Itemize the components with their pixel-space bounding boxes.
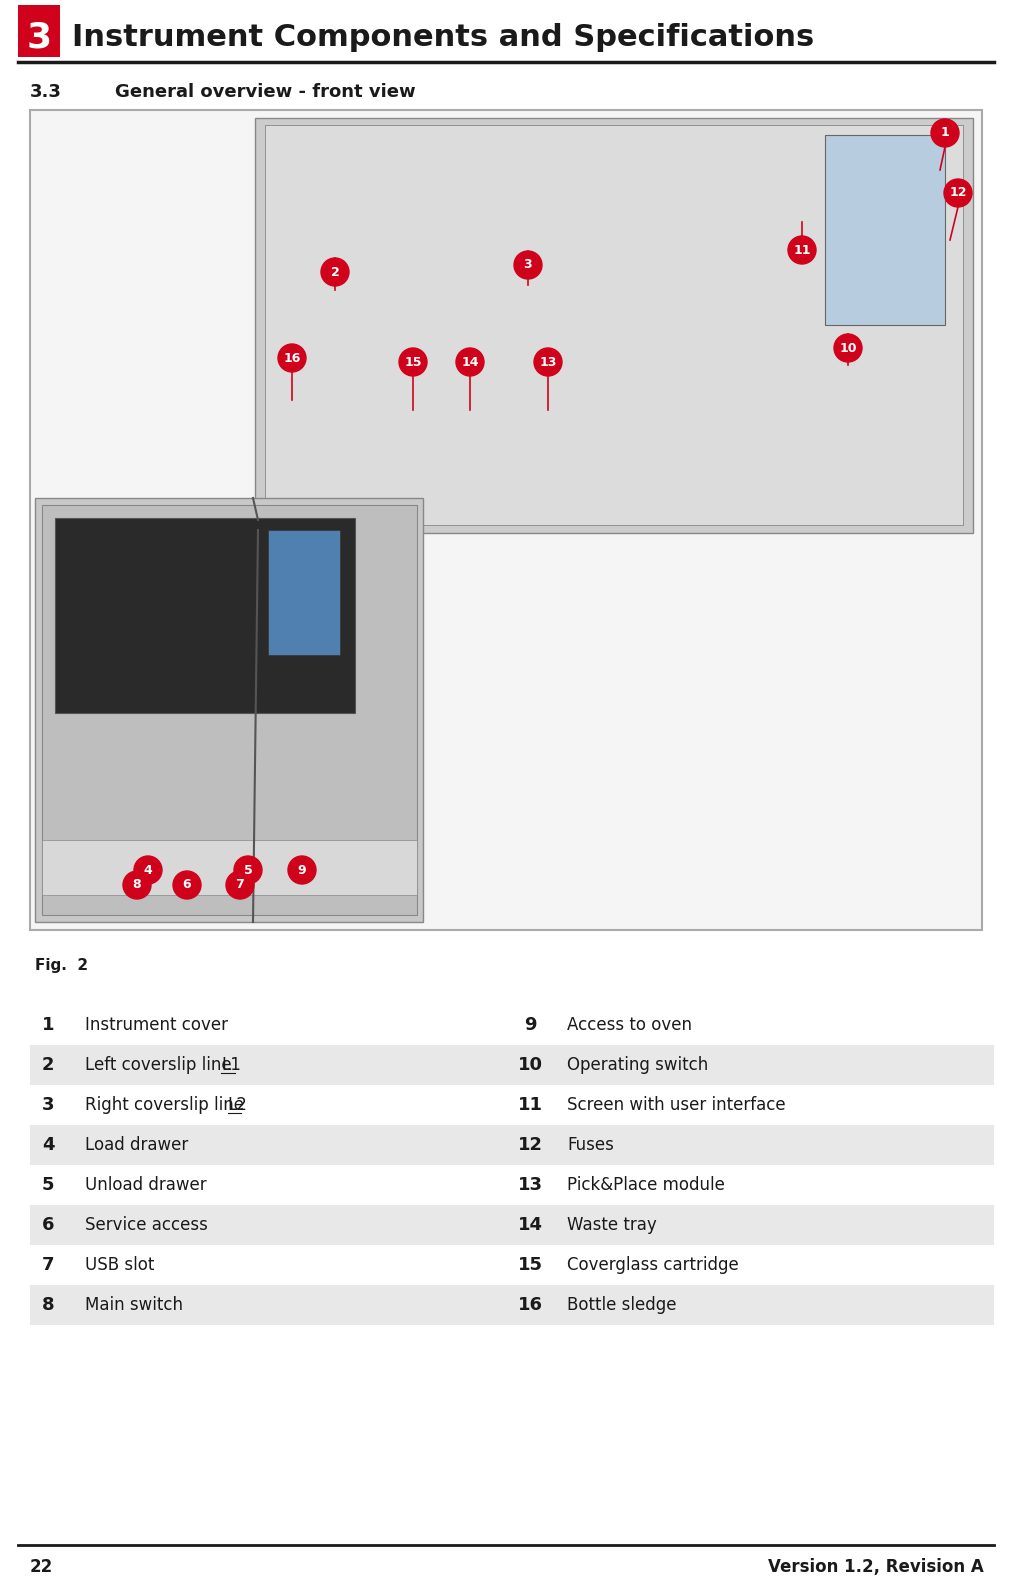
FancyBboxPatch shape bbox=[265, 124, 962, 525]
Text: 5: 5 bbox=[41, 1176, 55, 1195]
FancyBboxPatch shape bbox=[55, 518, 355, 713]
FancyBboxPatch shape bbox=[18, 5, 60, 57]
Circle shape bbox=[320, 258, 349, 286]
Text: 9: 9 bbox=[297, 863, 306, 877]
Text: 7: 7 bbox=[236, 879, 244, 892]
Text: Instrument cover: Instrument cover bbox=[85, 1016, 227, 1034]
Text: 11: 11 bbox=[793, 244, 810, 257]
FancyBboxPatch shape bbox=[30, 110, 981, 930]
Text: 8: 8 bbox=[132, 879, 142, 892]
FancyBboxPatch shape bbox=[512, 1124, 993, 1164]
Circle shape bbox=[456, 348, 483, 376]
Text: 6: 6 bbox=[183, 879, 191, 892]
Text: 2: 2 bbox=[331, 265, 339, 279]
Text: 4: 4 bbox=[41, 1136, 55, 1155]
Text: 3.3: 3.3 bbox=[30, 83, 62, 100]
Text: Version 1.2, Revision A: Version 1.2, Revision A bbox=[767, 1558, 983, 1576]
FancyBboxPatch shape bbox=[30, 1045, 512, 1085]
Text: 10: 10 bbox=[838, 341, 856, 354]
Text: Fuses: Fuses bbox=[566, 1136, 614, 1155]
Text: 8: 8 bbox=[41, 1297, 55, 1314]
Text: Unload drawer: Unload drawer bbox=[85, 1176, 206, 1195]
Text: 3: 3 bbox=[41, 1096, 55, 1113]
Circle shape bbox=[133, 857, 162, 884]
Text: Coverglass cartridge: Coverglass cartridge bbox=[566, 1255, 738, 1274]
Text: USB slot: USB slot bbox=[85, 1255, 155, 1274]
FancyBboxPatch shape bbox=[35, 498, 423, 922]
Circle shape bbox=[833, 333, 861, 362]
FancyBboxPatch shape bbox=[512, 1005, 993, 1045]
FancyBboxPatch shape bbox=[30, 1164, 512, 1204]
FancyBboxPatch shape bbox=[42, 506, 417, 916]
Circle shape bbox=[173, 871, 201, 900]
Text: 5: 5 bbox=[244, 863, 252, 877]
Text: 12: 12 bbox=[517, 1136, 542, 1155]
Text: Bottle sledge: Bottle sledge bbox=[566, 1297, 675, 1314]
Circle shape bbox=[534, 348, 561, 376]
Text: 15: 15 bbox=[517, 1255, 542, 1274]
Text: 7: 7 bbox=[41, 1255, 55, 1274]
Circle shape bbox=[225, 871, 254, 900]
Text: 11: 11 bbox=[517, 1096, 542, 1113]
Text: General overview - front view: General overview - front view bbox=[115, 83, 416, 100]
Text: 3: 3 bbox=[523, 258, 532, 271]
Circle shape bbox=[278, 345, 305, 372]
Text: Right coverslip line: Right coverslip line bbox=[85, 1096, 249, 1113]
Text: 1: 1 bbox=[41, 1016, 55, 1034]
Text: 2: 2 bbox=[41, 1056, 55, 1073]
Text: Service access: Service access bbox=[85, 1215, 207, 1235]
FancyBboxPatch shape bbox=[30, 1204, 512, 1246]
FancyBboxPatch shape bbox=[268, 530, 340, 656]
Text: Fig.  2: Fig. 2 bbox=[35, 959, 88, 973]
Text: 1: 1 bbox=[939, 126, 948, 139]
FancyBboxPatch shape bbox=[255, 118, 972, 533]
Text: L1: L1 bbox=[220, 1056, 241, 1073]
FancyBboxPatch shape bbox=[824, 136, 944, 325]
FancyBboxPatch shape bbox=[30, 1246, 512, 1286]
Circle shape bbox=[930, 120, 958, 147]
Text: 14: 14 bbox=[461, 356, 478, 368]
Text: Load drawer: Load drawer bbox=[85, 1136, 188, 1155]
Circle shape bbox=[234, 857, 262, 884]
Circle shape bbox=[943, 179, 971, 207]
Text: Main switch: Main switch bbox=[85, 1297, 183, 1314]
Circle shape bbox=[788, 236, 815, 265]
FancyBboxPatch shape bbox=[30, 1124, 512, 1164]
Text: Screen with user interface: Screen with user interface bbox=[566, 1096, 785, 1113]
Text: Operating switch: Operating switch bbox=[566, 1056, 708, 1073]
Text: Pick&Place module: Pick&Place module bbox=[566, 1176, 724, 1195]
Text: Instrument Components and Specifications: Instrument Components and Specifications bbox=[72, 24, 814, 53]
FancyBboxPatch shape bbox=[512, 1045, 993, 1085]
Text: 16: 16 bbox=[517, 1297, 542, 1314]
Text: 9: 9 bbox=[524, 1016, 536, 1034]
Text: Left coverslip line: Left coverslip line bbox=[85, 1056, 237, 1073]
FancyBboxPatch shape bbox=[512, 1204, 993, 1246]
Text: 16: 16 bbox=[283, 351, 300, 365]
Text: Access to oven: Access to oven bbox=[566, 1016, 692, 1034]
FancyBboxPatch shape bbox=[30, 1085, 512, 1124]
Text: 10: 10 bbox=[517, 1056, 542, 1073]
Text: Waste tray: Waste tray bbox=[566, 1215, 656, 1235]
Circle shape bbox=[288, 857, 315, 884]
Text: 4: 4 bbox=[144, 863, 153, 877]
Text: L2: L2 bbox=[227, 1096, 248, 1113]
Text: 15: 15 bbox=[403, 356, 422, 368]
FancyBboxPatch shape bbox=[512, 1164, 993, 1204]
FancyBboxPatch shape bbox=[30, 1005, 512, 1045]
Text: 14: 14 bbox=[517, 1215, 542, 1235]
Circle shape bbox=[398, 348, 427, 376]
Text: 3: 3 bbox=[26, 21, 52, 54]
FancyBboxPatch shape bbox=[42, 841, 417, 895]
FancyBboxPatch shape bbox=[512, 1286, 993, 1325]
Text: 13: 13 bbox=[539, 356, 556, 368]
Text: 6: 6 bbox=[41, 1215, 55, 1235]
Circle shape bbox=[514, 250, 542, 279]
Circle shape bbox=[123, 871, 151, 900]
Text: 13: 13 bbox=[517, 1176, 542, 1195]
FancyBboxPatch shape bbox=[30, 1286, 512, 1325]
Text: 12: 12 bbox=[948, 187, 966, 199]
Text: 22: 22 bbox=[30, 1558, 54, 1576]
FancyBboxPatch shape bbox=[512, 1085, 993, 1124]
FancyBboxPatch shape bbox=[512, 1246, 993, 1286]
